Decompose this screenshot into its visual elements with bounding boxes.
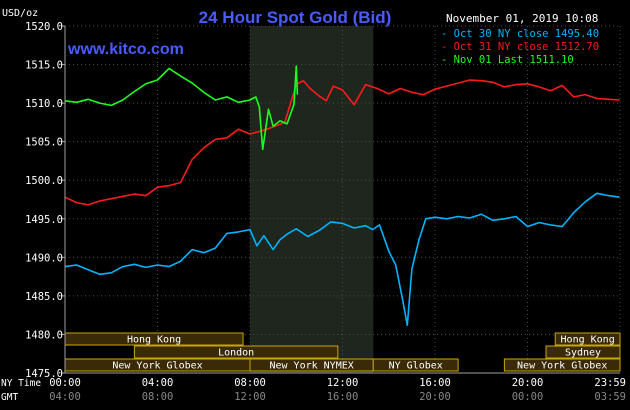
series-line (64, 79, 620, 206)
session-bar-label: Sydney (565, 348, 601, 359)
y-tick-label: 1495.0 (25, 214, 63, 226)
y-tick-label: 1480.0 (25, 329, 63, 341)
x-tick-label-gmt: 12:00 (234, 391, 266, 403)
session-bar (503, 358, 621, 372)
y-tick-label: 1485.0 (25, 291, 63, 303)
x-tick-label-ny: 23:59 (594, 377, 626, 389)
session-bar-label: New York Globex (517, 361, 607, 372)
y-tick-label: 1500.0 (25, 175, 63, 187)
y-tick-label: 1505.0 (25, 137, 63, 149)
x-tick-label-gmt: 03:59 (594, 391, 626, 403)
x-gmt-row-label: GMT (1, 392, 18, 403)
legend-entry: - Nov 01 Last 1511.10 (441, 54, 574, 66)
x-tick-label-ny: 08:00 (234, 377, 266, 389)
session-bar-label: London (218, 348, 254, 359)
x-tick-label-ny: 04:00 (142, 377, 174, 389)
shaded-session-layer (250, 26, 374, 373)
series-layer (64, 65, 620, 327)
y-tick-label: 1510.0 (25, 98, 63, 110)
x-tick-label-ny: 20:00 (512, 377, 544, 389)
x-tick-label-ny: 12:00 (327, 377, 359, 389)
session-bar (133, 345, 339, 359)
timestamp-label: November 01, 2019 10:08 (446, 12, 598, 25)
legend: - Oct 30 NY close 1495.40- Oct 31 NY clo… (441, 28, 599, 66)
legend-entry: - Oct 30 NY close 1495.40 (441, 28, 599, 40)
watermark-text: www.kitco.com (67, 41, 184, 58)
axis-layer: 1520.0 1515.0 1510.0 1505.0 1500.0 1495.0 1490… (25, 21, 626, 403)
x-ny-row-label: NY Time (1, 378, 41, 389)
x-tick-label-gmt: 16:00 (327, 391, 359, 403)
x-tick-label-ny: 00:00 (49, 377, 81, 389)
session-bar-label: Hong Kong (561, 335, 615, 346)
session-bar-layer: Hong Kong Hong Kong London Sydney New York G… (64, 332, 621, 372)
x-tick-label-gmt: 20:00 (419, 391, 451, 403)
chart-title: 24 Hour Spot Gold (Bid) (199, 8, 392, 27)
session-bar-label: New York NYMEX (269, 361, 353, 372)
session-bar-label: Hong Kong (127, 335, 181, 346)
x-tick-label-ny: 16:00 (419, 377, 451, 389)
y-tick-label: 1490.0 (25, 252, 63, 264)
session-bar (554, 332, 621, 346)
x-tick-label-gmt: 04:00 (49, 391, 81, 403)
x-tick-label-gmt: 00:00 (512, 391, 544, 403)
y-tick-label: 1475.0 (25, 368, 63, 380)
shaded-session-region (250, 26, 374, 373)
session-bar (545, 345, 621, 359)
series-line (64, 192, 620, 327)
series-line (64, 65, 299, 151)
x-tick-label-gmt: 08:00 (142, 391, 174, 403)
session-bar-label: NY Globex (389, 361, 443, 372)
y-unit-label: USD/oz (2, 8, 38, 19)
y-tick-label: 1520.0 (25, 21, 63, 33)
session-bar-label: New York Globex (112, 361, 202, 372)
y-tick-label: 1515.0 (25, 60, 63, 72)
session-bar (372, 358, 459, 372)
legend-entry: - Oct 31 NY close 1512.70 (441, 41, 599, 53)
